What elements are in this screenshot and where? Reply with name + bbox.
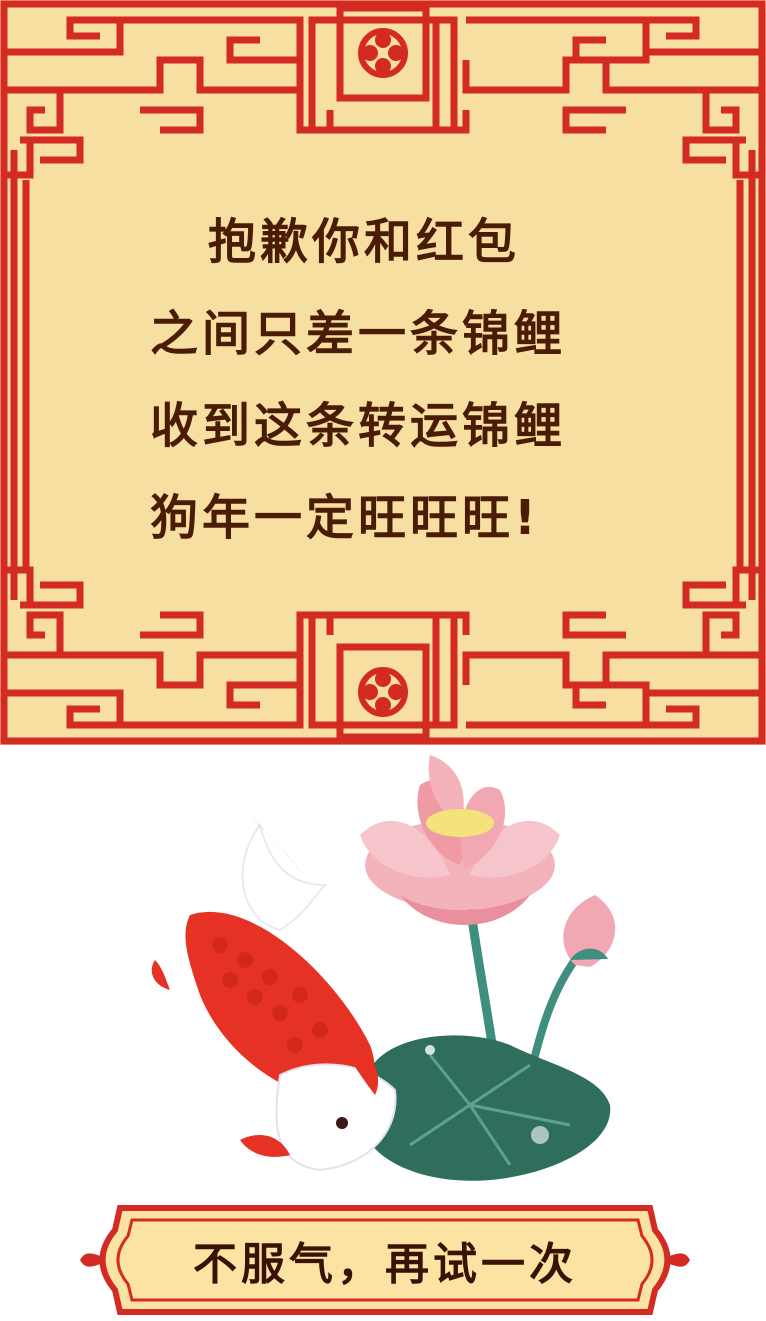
- koi-icon: [151, 817, 397, 1172]
- lotus-icon: [360, 755, 560, 925]
- lotus-bud-icon: [563, 895, 616, 967]
- message-line-1: 抱歉你和红包: [208, 214, 521, 270]
- message-line-3: 收到这条转运锦鲤: [150, 398, 567, 454]
- message-line-2: 之间只差一条锦鲤: [150, 306, 567, 362]
- greeting-message: 抱歉你和红包 之间只差一条锦鲤 收到这条转运锦鲤 狗年一定旺旺旺!: [150, 196, 630, 564]
- message-line-4: 狗年一定旺旺旺!: [150, 490, 540, 546]
- flower-ornament-icon: [358, 28, 408, 717]
- lattice-frame: [0, 0, 766, 745]
- retry-button-frame: [80, 1205, 690, 1315]
- retry-button[interactable]: 不服气，再试一次: [80, 1200, 690, 1320]
- lotus-leaf-icon: [365, 1035, 611, 1181]
- koi-lotus-illustration: [130, 745, 650, 1195]
- greeting-card: 抱歉你和红包 之间只差一条锦鲤 收到这条转运锦鲤 狗年一定旺旺旺!: [0, 0, 766, 745]
- retry-button-label: 不服气，再试一次: [193, 1239, 577, 1290]
